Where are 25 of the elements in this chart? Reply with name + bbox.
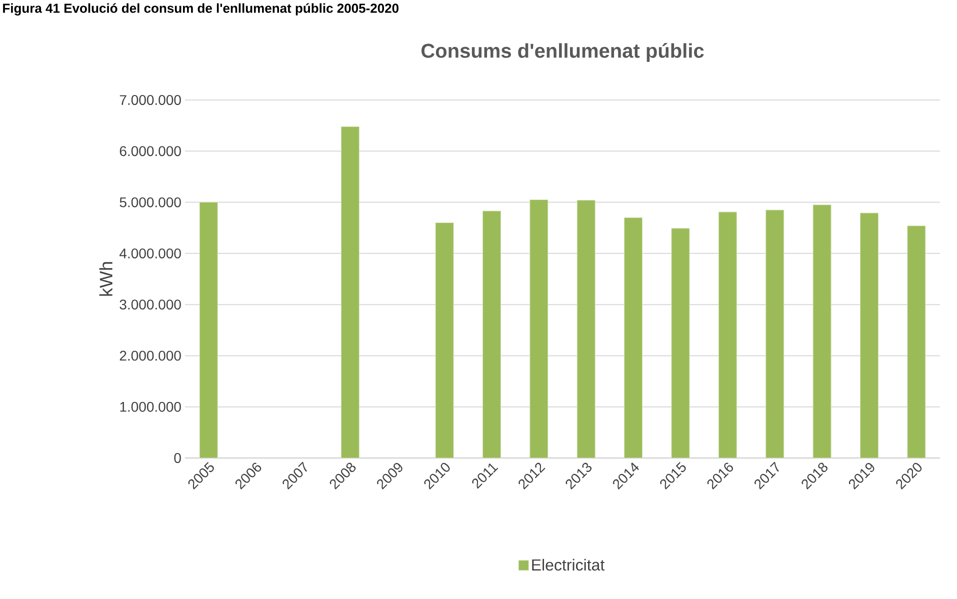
bar — [530, 199, 548, 458]
y-tick-label: 5.000.000 — [120, 197, 181, 208]
chart-title: Consums d'enllumenat públic — [421, 43, 704, 62]
bar — [624, 217, 643, 458]
bar — [482, 210, 501, 458]
y-tick-label: 1.000.000 — [120, 402, 181, 412]
legend-label: Electricitat — [532, 558, 605, 571]
bar — [671, 228, 690, 458]
bar — [766, 210, 784, 458]
bar — [576, 200, 596, 458]
bar — [199, 202, 218, 458]
y-tick-label: 7.000.000 — [120, 95, 181, 105]
y-tick-label: 2.000.000 — [120, 350, 181, 361]
y-tick-label: 3.000.000 — [120, 300, 181, 310]
bar — [340, 126, 360, 458]
y-axis-title: kWh — [99, 262, 112, 296]
text: Figura 41 Evolució del consum de l'enllumenat públic 2005-2020 — [3, 3, 398, 16]
y-tick-label: 6.000.000 — [120, 146, 181, 156]
bar — [435, 222, 454, 458]
y-tick-label: 0 — [174, 453, 181, 463]
y-tick-label: 4.000.000 — [120, 248, 181, 258]
bar — [860, 212, 878, 458]
bar — [907, 226, 926, 458]
bar — [812, 204, 832, 458]
bar — [718, 212, 737, 458]
